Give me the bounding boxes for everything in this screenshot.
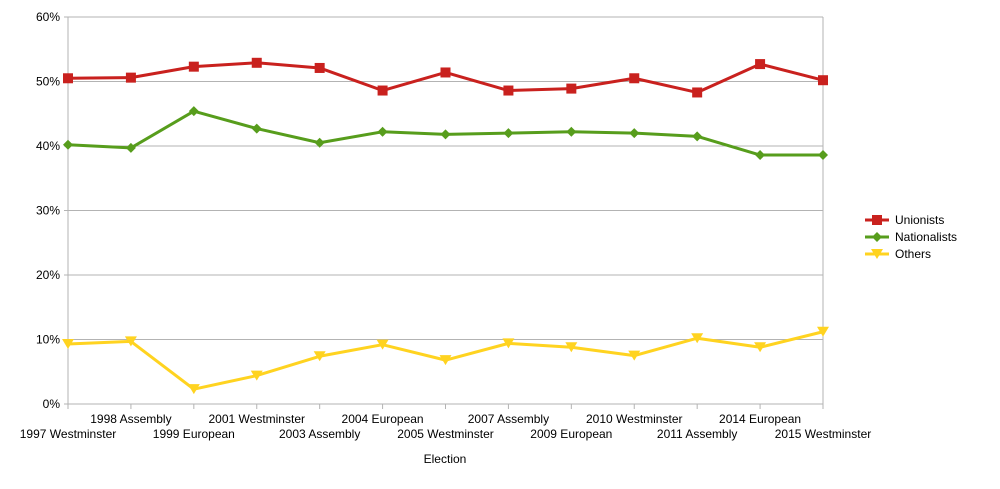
data-point — [313, 351, 326, 362]
grid-lines — [64, 16, 823, 405]
data-point — [376, 339, 389, 350]
y-tick-label: 0% — [43, 397, 61, 411]
legend-item-nationalists: Nationalists — [865, 230, 957, 244]
data-point — [251, 57, 262, 68]
legend-label: Nationalists — [895, 230, 957, 244]
data-point — [440, 67, 451, 78]
data-point — [818, 75, 828, 86]
y-tick-label: 20% — [36, 268, 60, 282]
data-point — [565, 342, 578, 353]
series-nationalists — [63, 106, 828, 161]
series-unionists — [63, 57, 828, 98]
legend: Unionists Nationalists Others — [865, 213, 957, 261]
y-tick-labels: 0% 10% 20% 30% 40% 50% 60% — [36, 10, 60, 411]
data-point — [755, 59, 766, 70]
data-point — [377, 85, 388, 96]
data-point — [691, 333, 704, 344]
x-tick-label: 2003 Assembly — [279, 427, 360, 441]
data-point — [503, 128, 514, 139]
data-point — [63, 139, 73, 150]
data-point — [818, 150, 828, 161]
y-tick-label: 50% — [36, 75, 60, 89]
series-line — [67, 61, 824, 94]
x-tick-label: 2009 European — [530, 427, 612, 441]
data-point — [872, 232, 882, 242]
data-point — [692, 131, 703, 142]
data-point — [566, 126, 577, 137]
data-point — [629, 128, 640, 139]
data-point — [503, 85, 514, 96]
x-tick-label: 1997 Westminster — [20, 427, 117, 441]
data-point — [439, 355, 452, 366]
data-point — [62, 339, 74, 350]
data-point — [566, 83, 577, 94]
data-point — [188, 61, 199, 72]
data-point — [502, 338, 515, 349]
data-point — [692, 87, 703, 98]
series-others — [62, 326, 829, 395]
data-point — [871, 249, 883, 259]
data-point — [63, 73, 73, 84]
x-tick-label: 2004 European — [342, 412, 424, 426]
data-point — [628, 350, 641, 361]
y-tick-label: 40% — [36, 139, 60, 153]
series-group — [62, 57, 829, 395]
x-tick-label: 2014 European — [719, 412, 801, 426]
x-tick-label: 2005 Westminster — [397, 427, 494, 441]
x-tick-label: 2001 Westminster — [209, 412, 306, 426]
data-point — [187, 384, 200, 395]
data-point — [817, 326, 829, 337]
data-point — [872, 215, 882, 225]
x-tick-label: 2007 Assembly — [468, 412, 549, 426]
legend-label: Others — [895, 247, 931, 261]
x-tick-label: 1999 European — [153, 427, 235, 441]
legend-label: Unionists — [895, 213, 944, 227]
data-point — [377, 126, 388, 137]
y-tick-label: 30% — [36, 204, 60, 218]
data-point — [250, 370, 263, 381]
data-point — [251, 123, 262, 134]
data-point — [754, 342, 767, 353]
data-point — [314, 62, 325, 73]
y-tick-label: 60% — [36, 10, 60, 24]
x-tick-label: 2010 Westminster — [586, 412, 683, 426]
data-point — [188, 106, 199, 117]
y-tick-label: 10% — [36, 333, 60, 347]
data-point — [314, 137, 325, 148]
data-point — [124, 336, 137, 347]
x-axis-title: Election — [424, 452, 467, 466]
legend-item-others: Others — [865, 247, 931, 261]
data-point — [440, 129, 451, 140]
legend-item-unionists: Unionists — [865, 213, 944, 227]
x-tick-label: 2011 Assembly — [657, 427, 738, 441]
x-tick-label: 1998 Assembly — [90, 412, 171, 426]
data-point — [125, 72, 136, 83]
x-tick-label: 2015 Westminster — [775, 427, 872, 441]
data-point — [755, 150, 766, 161]
data-point — [125, 142, 136, 153]
data-point — [629, 73, 640, 84]
